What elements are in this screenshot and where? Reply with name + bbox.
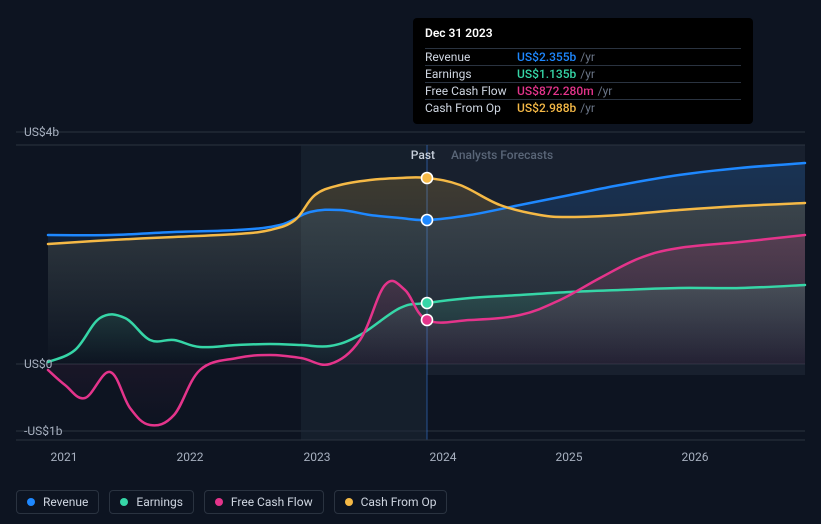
legend: Revenue Earnings Free Cash Flow Cash Fro… bbox=[16, 490, 447, 514]
tooltip-row-fcf: Free Cash Flow US$872.280m /yr bbox=[425, 82, 741, 99]
hover-tooltip: Dec 31 2023 Revenue US$2.355b /yr Earnin… bbox=[413, 18, 753, 124]
x-axis-label: 2023 bbox=[304, 450, 331, 464]
tooltip-row-cfo: Cash From Op US$2.988b /yr bbox=[425, 99, 741, 116]
tooltip-unit: /yr bbox=[580, 101, 595, 115]
x-axis-label: 2022 bbox=[177, 450, 204, 464]
legend-item-fcf[interactable]: Free Cash Flow bbox=[204, 490, 324, 514]
tooltip-unit: /yr bbox=[580, 50, 595, 64]
y-axis-label: US$4b bbox=[24, 125, 59, 139]
tooltip-date: Dec 31 2023 bbox=[425, 26, 741, 44]
tooltip-unit: /yr bbox=[598, 84, 613, 98]
tooltip-label: Free Cash Flow bbox=[425, 84, 517, 98]
legend-item-earnings[interactable]: Earnings bbox=[109, 490, 194, 514]
region-label-past: Past bbox=[411, 148, 435, 162]
legend-item-cfo[interactable]: Cash From Op bbox=[334, 490, 448, 514]
region-label-forecast: Analysts Forecasts bbox=[451, 148, 553, 162]
tooltip-value: US$1.135b bbox=[517, 67, 576, 81]
tooltip-value: US$872.280m bbox=[517, 84, 594, 98]
y-axis-label: -US$1b bbox=[24, 424, 62, 438]
legend-dot bbox=[345, 498, 353, 506]
tooltip-value: US$2.988b bbox=[517, 101, 576, 115]
x-axis-label: 2025 bbox=[556, 450, 583, 464]
tooltip-label: Revenue bbox=[425, 50, 517, 64]
tooltip-label: Earnings bbox=[425, 67, 517, 81]
legend-dot bbox=[27, 498, 35, 506]
x-axis-label: 2024 bbox=[430, 450, 457, 464]
x-axis-label: 2021 bbox=[51, 450, 78, 464]
tooltip-unit: /yr bbox=[580, 67, 595, 81]
legend-label: Cash From Op bbox=[361, 495, 437, 509]
x-axis-label: 2026 bbox=[682, 450, 709, 464]
legend-dot bbox=[215, 498, 223, 506]
legend-label: Free Cash Flow bbox=[231, 495, 313, 509]
legend-item-revenue[interactable]: Revenue bbox=[16, 490, 99, 514]
tooltip-value: US$2.355b bbox=[517, 50, 576, 64]
tooltip-row-earnings: Earnings US$1.135b /yr bbox=[425, 65, 741, 82]
y-axis-label: US$0 bbox=[24, 357, 52, 371]
tooltip-row-revenue: Revenue US$2.355b /yr bbox=[425, 48, 741, 65]
tooltip-label: Cash From Op bbox=[425, 101, 517, 115]
legend-dot bbox=[120, 498, 128, 506]
legend-label: Earnings bbox=[136, 495, 183, 509]
chart-container: US$4b US$0 -US$1b 2021 2022 2023 2024 20… bbox=[16, 0, 805, 524]
legend-label: Revenue bbox=[43, 495, 88, 509]
